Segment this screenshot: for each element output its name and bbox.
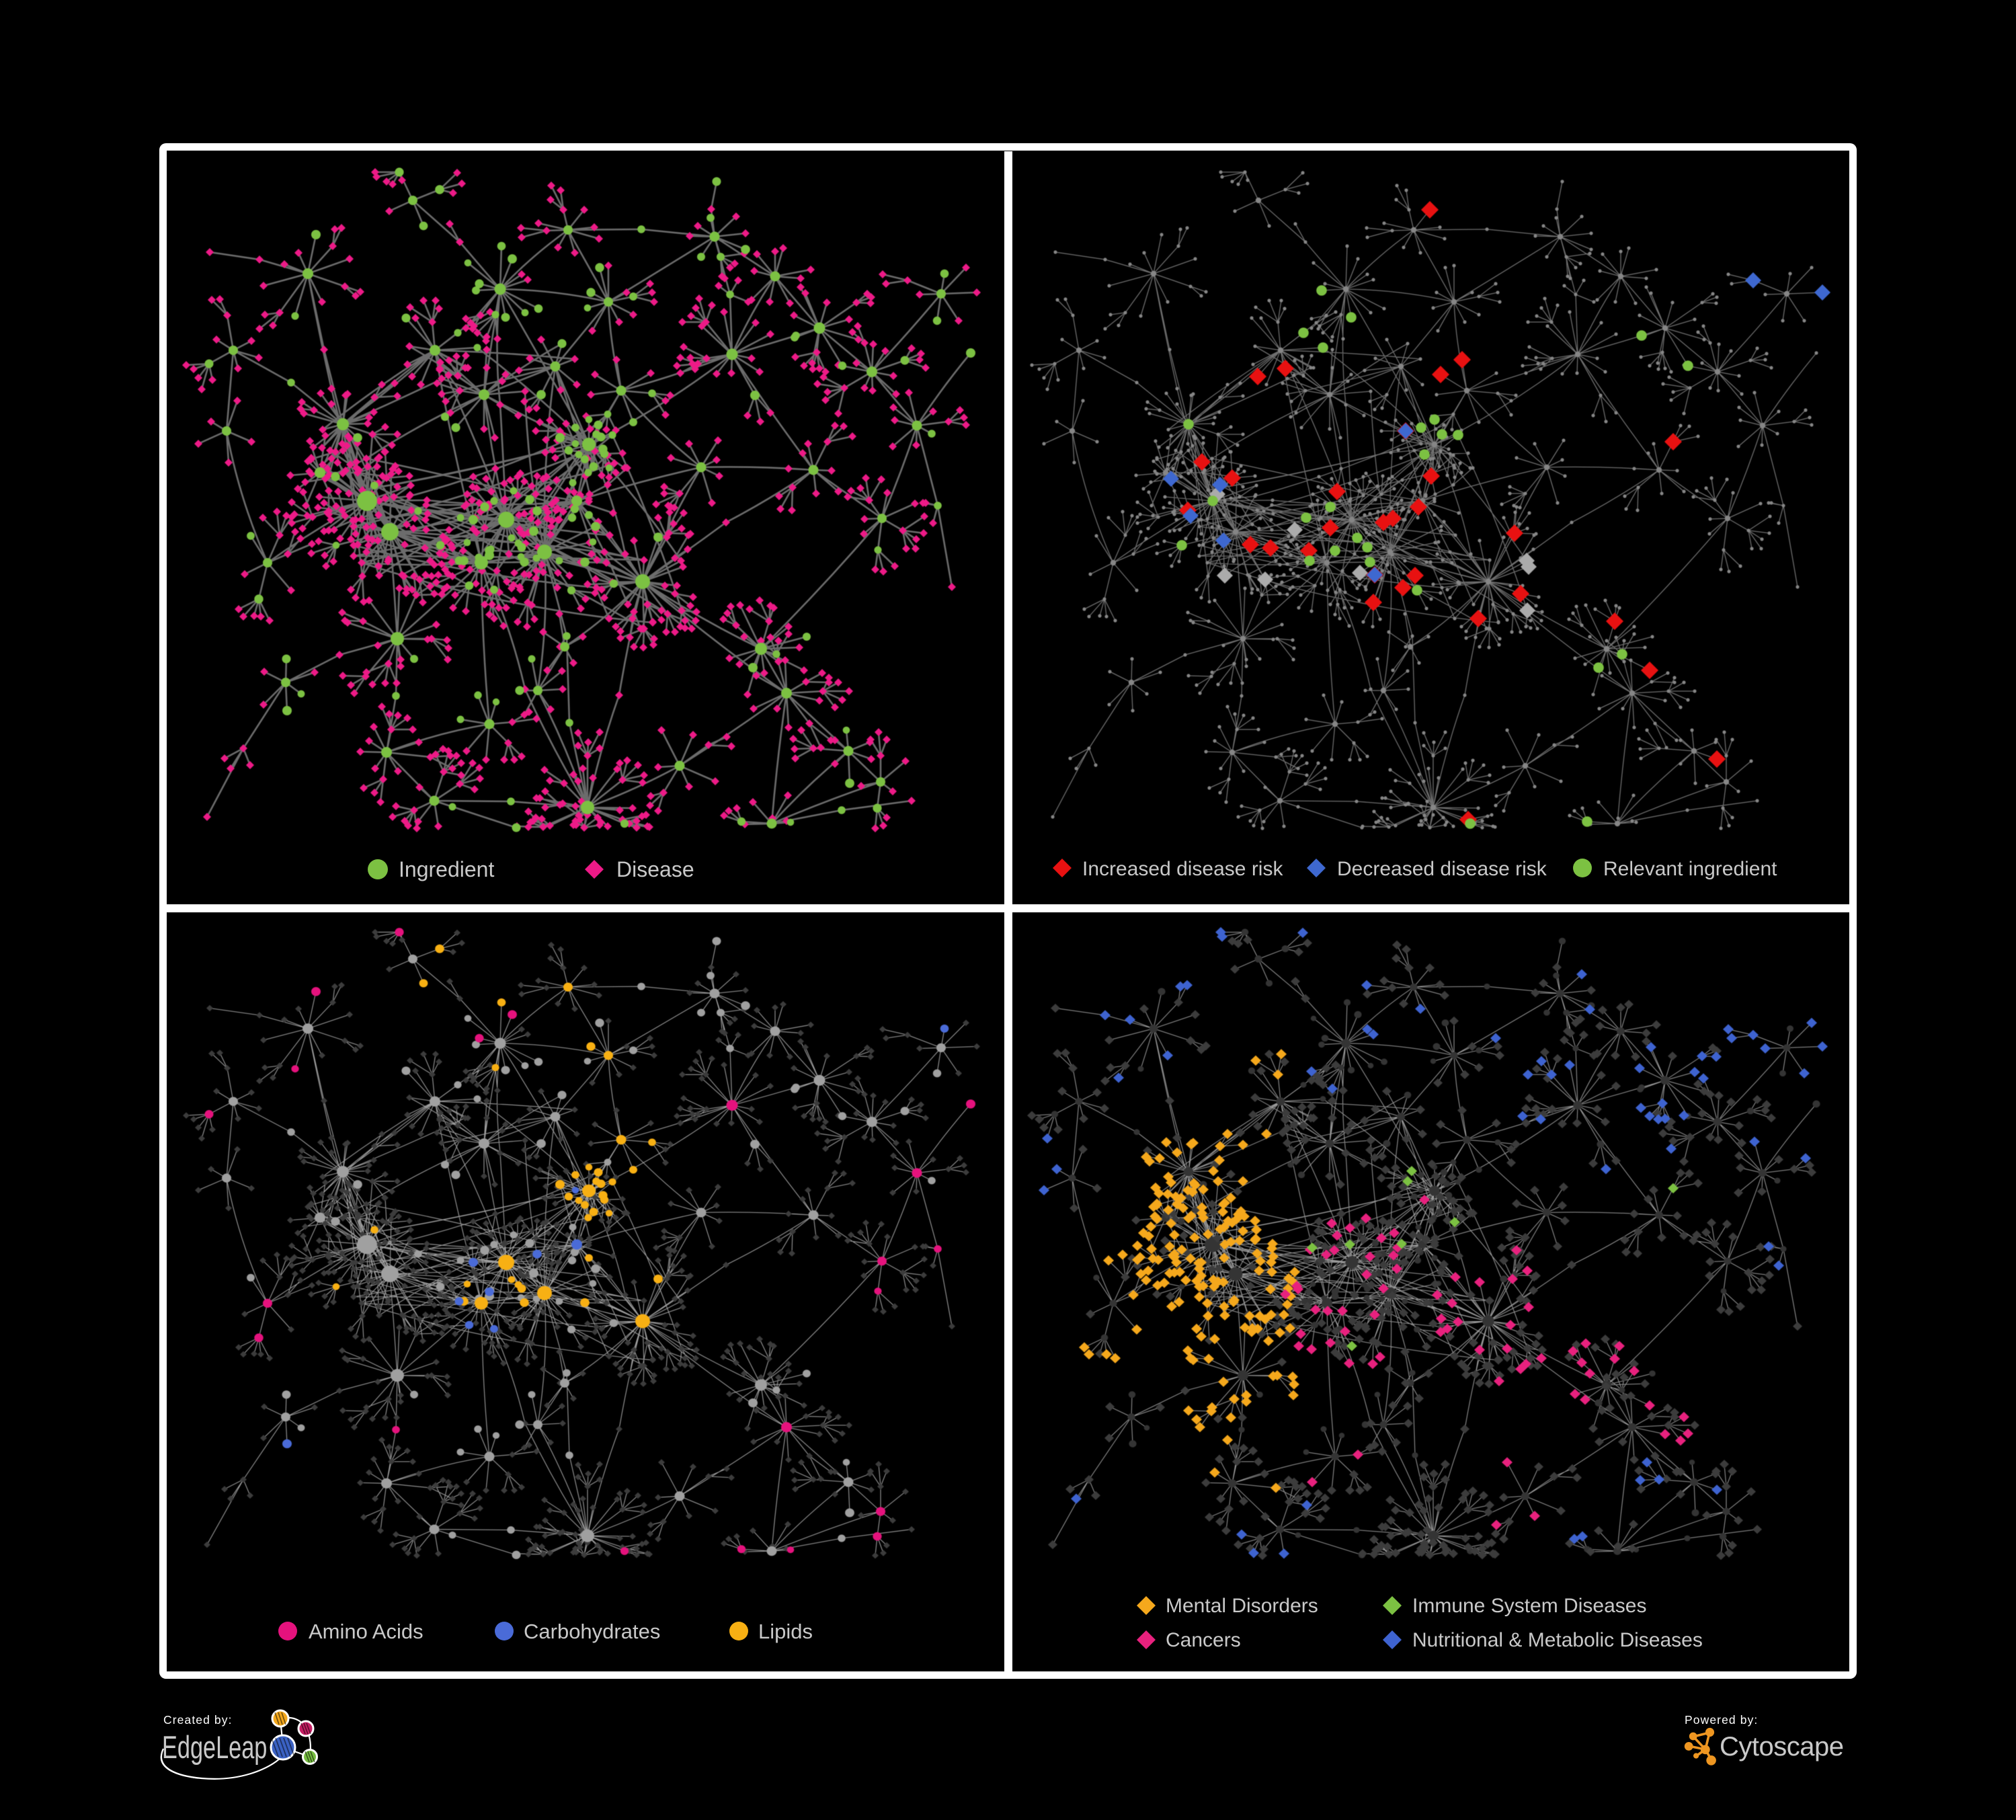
svg-text:Created by:: Created by: (163, 1713, 233, 1727)
svg-text:Cancers: Cancers (1166, 1629, 1241, 1651)
svg-text:Lipids: Lipids (758, 1620, 813, 1643)
svg-text:Mental Disorders: Mental Disorders (1166, 1595, 1318, 1617)
svg-text:Relevant ingredient: Relevant ingredient (1603, 858, 1777, 880)
svg-text:Ingredient: Ingredient (399, 857, 494, 881)
svg-text:EdgeLeap: EdgeLeap (162, 1730, 267, 1766)
svg-text:Decreased disease risk: Decreased disease risk (1337, 858, 1547, 880)
svg-text:Increased disease risk: Increased disease risk (1082, 858, 1283, 880)
svg-text:Immune System Diseases: Immune System Diseases (1412, 1595, 1646, 1617)
svg-text:Amino Acids: Amino Acids (309, 1620, 424, 1643)
svg-text:Nutritional & Metabolic Diseas: Nutritional & Metabolic Diseases (1412, 1629, 1703, 1651)
svg-text:Disease: Disease (616, 857, 694, 881)
svg-text:Cytoscape: Cytoscape (1720, 1732, 1843, 1762)
svg-text:Carbohydrates: Carbohydrates (524, 1620, 660, 1643)
svg-text:Powered by:: Powered by: (1685, 1713, 1758, 1727)
